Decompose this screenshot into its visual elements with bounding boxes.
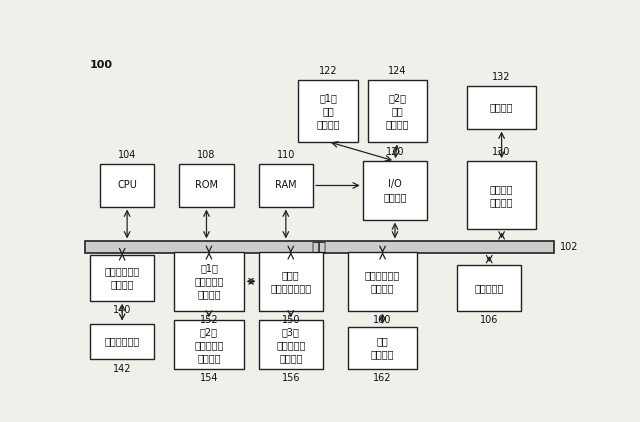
Text: 140: 140 xyxy=(113,305,131,315)
Text: 100: 100 xyxy=(90,60,113,70)
FancyBboxPatch shape xyxy=(174,252,244,311)
Text: デバイス: デバイス xyxy=(371,349,394,360)
Text: 第2の: 第2の xyxy=(388,93,406,103)
FancyBboxPatch shape xyxy=(298,80,358,142)
Text: ユーザ入力: ユーザ入力 xyxy=(195,276,223,287)
FancyBboxPatch shape xyxy=(179,164,234,207)
Text: 第1の: 第1の xyxy=(319,93,337,103)
Text: 132: 132 xyxy=(492,72,511,82)
FancyBboxPatch shape xyxy=(85,241,554,253)
Text: 108: 108 xyxy=(197,150,216,160)
FancyBboxPatch shape xyxy=(100,164,154,207)
Text: バス: バス xyxy=(312,241,327,254)
Text: アダプタ: アダプタ xyxy=(490,197,513,207)
Text: 142: 142 xyxy=(113,364,131,373)
Text: サウンド: サウンド xyxy=(490,184,513,194)
Text: ネットワーク: ネットワーク xyxy=(104,267,140,276)
Text: 記憶: 記憶 xyxy=(322,106,334,116)
Text: デバイス: デバイス xyxy=(316,119,340,129)
Text: トランシーバ: トランシーバ xyxy=(104,336,140,346)
Text: インタフェース: インタフェース xyxy=(270,283,312,293)
Text: アダプタ: アダプタ xyxy=(111,280,134,289)
Text: 160: 160 xyxy=(373,315,392,325)
Text: I/O: I/O xyxy=(388,179,402,189)
FancyBboxPatch shape xyxy=(363,161,428,219)
Text: スピーカ: スピーカ xyxy=(490,103,513,113)
Text: 124: 124 xyxy=(388,66,406,76)
Text: 122: 122 xyxy=(319,66,337,76)
Text: ユーザ入力: ユーザ入力 xyxy=(195,340,223,350)
Text: 152: 152 xyxy=(200,315,218,325)
FancyBboxPatch shape xyxy=(174,320,244,369)
FancyBboxPatch shape xyxy=(90,324,154,360)
Text: 162: 162 xyxy=(373,373,392,383)
Text: 156: 156 xyxy=(282,373,300,383)
Text: 記憶: 記憶 xyxy=(392,106,403,116)
FancyBboxPatch shape xyxy=(259,164,313,207)
Text: デバイス: デバイス xyxy=(279,353,303,362)
FancyBboxPatch shape xyxy=(259,252,323,311)
Text: 106: 106 xyxy=(480,315,499,325)
Text: CPU: CPU xyxy=(117,181,137,190)
Text: デバイス: デバイス xyxy=(197,289,221,299)
FancyBboxPatch shape xyxy=(348,252,417,311)
Text: キャッシュ: キャッシュ xyxy=(474,283,504,293)
FancyBboxPatch shape xyxy=(259,320,323,369)
Text: 第1の: 第1の xyxy=(200,263,218,273)
Text: 第2の: 第2の xyxy=(200,327,218,337)
Text: 130: 130 xyxy=(492,147,511,157)
Text: RAM: RAM xyxy=(275,181,297,190)
Text: デバイス: デバイス xyxy=(197,353,221,362)
Text: 110: 110 xyxy=(276,150,295,160)
Text: 102: 102 xyxy=(559,242,578,252)
FancyBboxPatch shape xyxy=(90,255,154,301)
FancyBboxPatch shape xyxy=(457,265,522,311)
Text: ユーザ入力: ユーザ入力 xyxy=(276,340,305,350)
Text: 120: 120 xyxy=(386,147,404,157)
Text: ユーザ: ユーザ xyxy=(282,270,300,280)
Text: アダプタ: アダプタ xyxy=(371,283,394,293)
FancyBboxPatch shape xyxy=(467,161,536,230)
Text: 104: 104 xyxy=(118,150,136,160)
Text: ディスプレイ: ディスプレイ xyxy=(365,270,400,280)
Text: 150: 150 xyxy=(282,315,300,325)
Text: 154: 154 xyxy=(200,373,218,383)
FancyBboxPatch shape xyxy=(367,80,428,142)
Text: 第3の: 第3の xyxy=(282,327,300,337)
FancyBboxPatch shape xyxy=(348,327,417,369)
Text: アダプタ: アダプタ xyxy=(383,192,406,202)
Text: デバイス: デバイス xyxy=(386,119,409,129)
Text: 表示: 表示 xyxy=(377,336,388,346)
FancyBboxPatch shape xyxy=(467,87,536,129)
Text: ROM: ROM xyxy=(195,181,218,190)
